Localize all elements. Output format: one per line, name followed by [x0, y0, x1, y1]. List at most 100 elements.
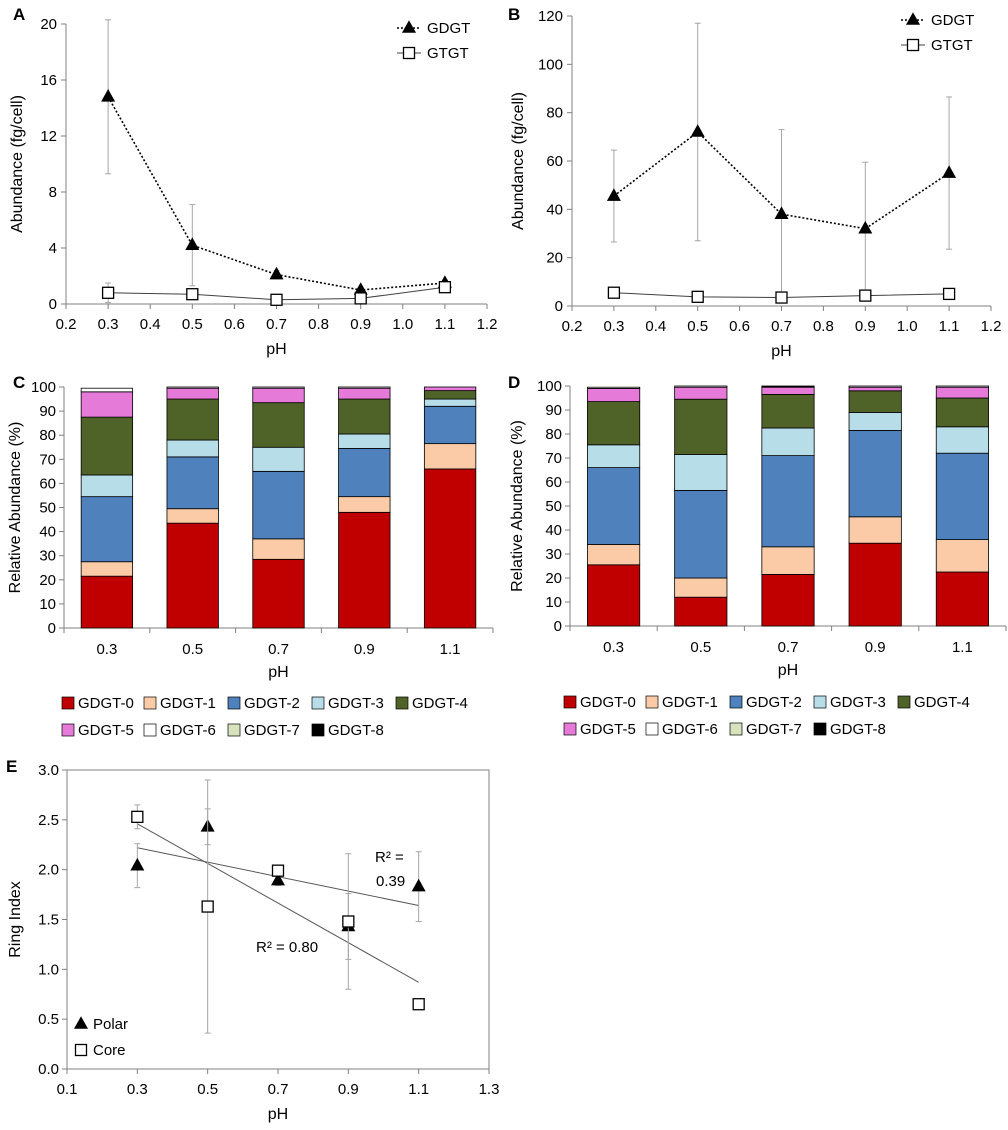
x-tick-label: 0.5 — [182, 316, 203, 333]
bar-stack — [848, 385, 902, 627]
bar-segment — [848, 542, 902, 627]
legend-swatch — [645, 722, 659, 736]
x-tick-label: 0.3 — [98, 316, 119, 333]
legend-swatch — [227, 696, 241, 710]
panel-label-b: B — [508, 5, 520, 24]
trendline-core — [137, 823, 419, 983]
y-axis-label: Relative Abundance (%) — [7, 422, 24, 594]
legend-label: GDGT-5 — [78, 722, 134, 739]
y-tick-label: 1.5 — [38, 912, 59, 929]
x-tick-label: 1.1 — [434, 316, 455, 333]
data-point — [353, 282, 368, 295]
x-tick-label: 1.1 — [939, 318, 960, 335]
y-tick-label: 80 — [546, 105, 563, 122]
bar-segment — [252, 387, 305, 404]
x-tick-label: 1.1 — [408, 1081, 429, 1098]
y-axis-label: Abundance (fg/cell) — [510, 92, 527, 230]
data-point — [411, 878, 426, 892]
series-line — [613, 130, 950, 230]
legend-label: GDGT-8 — [328, 722, 384, 739]
x-tick-label: 0.6 — [224, 316, 245, 333]
x-axis-label: pH — [771, 343, 791, 360]
x-tick-label: 0.2 — [56, 316, 77, 333]
bar-segment — [338, 386, 391, 389]
legend-swatch — [61, 723, 75, 737]
bar-segment — [587, 564, 641, 627]
data-point — [270, 293, 283, 306]
x-tick-label: 1.1 — [952, 639, 973, 656]
bar-segment — [423, 443, 477, 470]
chart-a: 0 4 8 12 16 20 0.2 0.3 0.4 0.5 0.6 0.7 0.8 0.9 1.0 1.1 1… — [9, 16, 497, 358]
legend-label: GDGT-8 — [830, 721, 886, 738]
legend-label: GDGT-1 — [160, 695, 216, 712]
legend-label: GDGT-5 — [580, 721, 636, 738]
bar-segment — [80, 416, 134, 476]
y-tick-label: 40 — [545, 522, 562, 539]
x-tick-label: 0.5 — [182, 641, 203, 658]
legend-marker — [74, 1043, 88, 1057]
legend-swatch — [729, 695, 743, 709]
bar-segment — [338, 496, 391, 513]
bar-segment — [587, 444, 641, 468]
legend-swatch — [311, 696, 325, 710]
legend-label: GDGT-3 — [328, 695, 384, 712]
y-tick-label: 3.0 — [38, 762, 59, 779]
data-point — [185, 237, 200, 250]
bar-segment — [674, 596, 728, 627]
bar-segment — [252, 446, 305, 472]
y-axis-label: Ring Index — [7, 881, 24, 958]
bar-segment — [674, 398, 728, 455]
y-tick-label: 100 — [537, 378, 562, 395]
bar-segment — [252, 538, 305, 560]
legend-label: GDGT-7 — [244, 722, 300, 739]
legend-swatch — [813, 722, 827, 736]
y-axis-label: Relative Abundance (%) — [509, 420, 526, 592]
x-tick-label: 0.8 — [308, 316, 329, 333]
legend-swatch — [395, 696, 409, 710]
bar-stack — [423, 386, 477, 629]
data-point — [201, 900, 214, 913]
bar-segment — [252, 386, 305, 389]
bar-segment — [935, 426, 989, 454]
y-tick-label: 30 — [545, 546, 562, 563]
bar-segment — [587, 401, 641, 446]
bar-segment — [338, 398, 391, 435]
data-point — [101, 286, 115, 299]
data-point — [271, 864, 285, 877]
x-tick-label: 0.5 — [197, 1081, 218, 1098]
x-tick-label: 0.1 — [57, 1081, 78, 1098]
data-point — [438, 281, 452, 294]
bar-segment — [80, 391, 134, 418]
legend-swatch — [813, 695, 827, 709]
y-tick-label: 2.0 — [38, 862, 59, 879]
legend-swatch — [729, 722, 743, 736]
bar-stack — [674, 385, 728, 627]
y-tick-label: 60 — [545, 474, 562, 491]
x-tick-label: 0.3 — [603, 639, 624, 656]
bar-segment — [848, 385, 902, 388]
y-tick-label: 12 — [40, 128, 57, 145]
x-tick-label: 0.5 — [690, 639, 711, 656]
legend-label: GDGT-3 — [830, 694, 886, 711]
bar-segment — [761, 386, 815, 395]
panel-label-c: C — [13, 373, 25, 392]
x-axis-label: pH — [266, 341, 286, 358]
bar-segment — [166, 387, 219, 400]
bar-segment — [935, 397, 989, 428]
bar-segment — [338, 433, 391, 449]
y-tick-label: 100 — [538, 56, 563, 73]
x-tick-label: 0.6 — [729, 318, 750, 335]
y-tick-label: 70 — [545, 450, 562, 467]
legend-swatch — [563, 722, 577, 736]
bar-segment — [423, 405, 477, 445]
legend-swatch — [645, 695, 659, 709]
series-gtgt: GTGT — [101, 45, 469, 306]
y-tick-label: 1.0 — [38, 961, 59, 978]
y-tick-label: 90 — [39, 403, 56, 420]
legend-label: Core — [93, 1042, 126, 1059]
annotation-r2-polar-top: R² = — [375, 849, 404, 866]
x-tick-label: 1.2 — [981, 318, 1002, 335]
x-axis-label: pH — [778, 662, 798, 679]
x-tick-label: 1.0 — [897, 318, 918, 335]
legend-label: GTGT — [427, 45, 469, 62]
